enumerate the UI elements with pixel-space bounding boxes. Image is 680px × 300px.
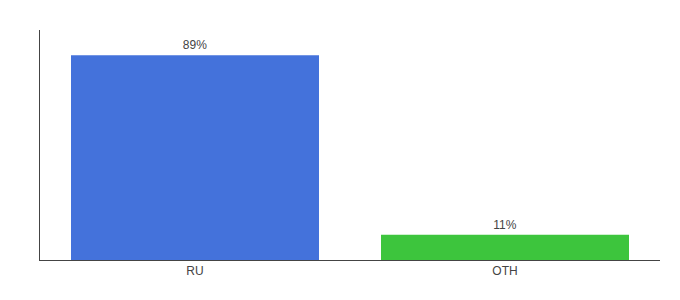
svg-text:RU: RU (186, 264, 203, 278)
svg-text:11%: 11% (493, 218, 516, 232)
svg-text:OTH: OTH (492, 264, 517, 278)
svg-text:89%: 89% (183, 38, 207, 52)
